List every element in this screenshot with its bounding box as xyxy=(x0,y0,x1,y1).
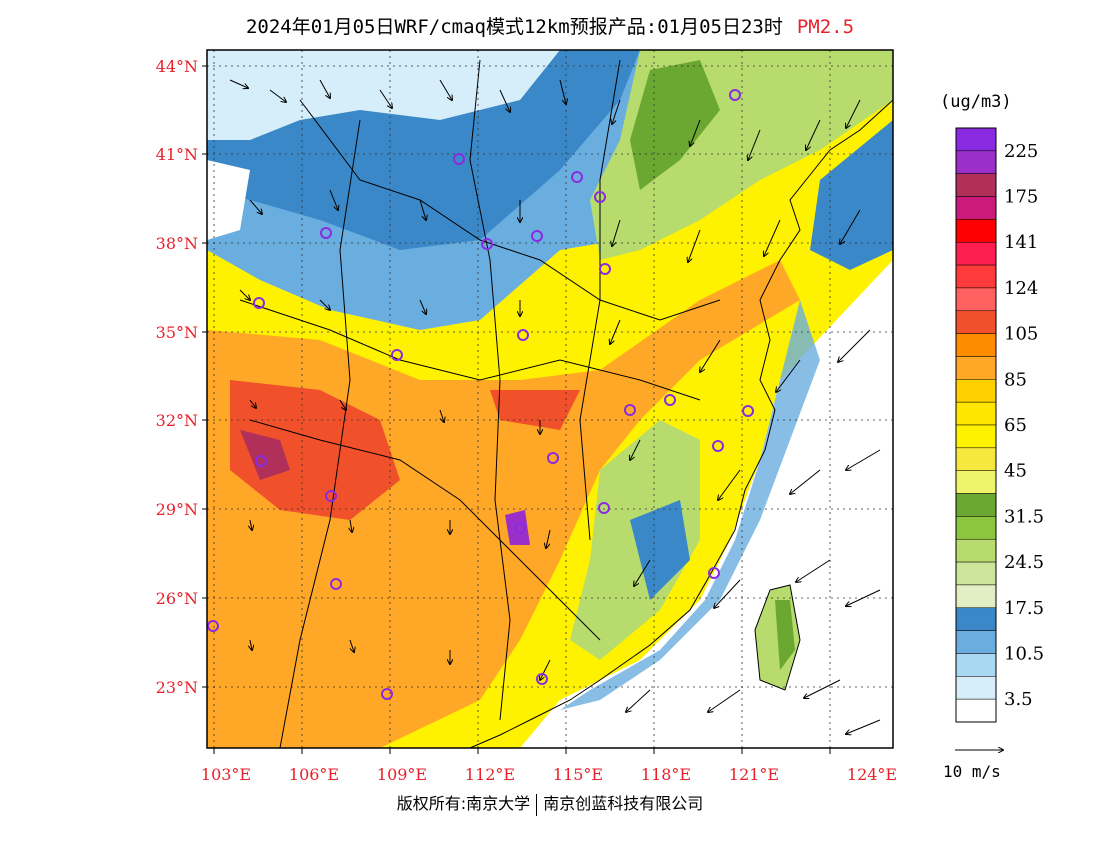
lon-tick-label: 109°E xyxy=(377,765,427,784)
legend-swatch xyxy=(955,173,997,197)
legend-label: 105 xyxy=(1004,324,1038,345)
footer-credits: 版权所有:南京大学 南京创蓝科技有限公司 xyxy=(0,790,1100,816)
lat-tick-label: 41°N xyxy=(156,145,198,164)
legend-swatch xyxy=(955,493,997,517)
legend-label: 24.5 xyxy=(1004,552,1044,573)
legend-swatch xyxy=(955,287,997,312)
legend-swatch xyxy=(955,264,997,289)
lat-tick-label: 32°N xyxy=(156,411,198,430)
lon-tick-label: 106°E xyxy=(289,765,339,784)
legend-swatch xyxy=(955,676,997,700)
concentration-field xyxy=(207,50,893,748)
legend-label: 175 xyxy=(1004,187,1038,208)
boundaries xyxy=(239,59,893,748)
legend-label: 141 xyxy=(1004,232,1038,253)
legend-swatch xyxy=(955,424,997,449)
lat-tick-label: 44°N xyxy=(156,57,198,76)
legend-label: 17.5 xyxy=(1004,598,1044,619)
latitude-labels: 44°N 41°N 38°N 35°N 32°N 29°N 26°N 23°N xyxy=(156,57,198,697)
lon-tick-label: 115°E xyxy=(553,765,603,784)
legend-swatch xyxy=(955,310,997,334)
legend-swatch xyxy=(955,379,997,403)
legend-swatch xyxy=(955,219,997,243)
axis-ticks xyxy=(202,65,831,754)
wind-reference-label: 10 m/s xyxy=(943,762,1001,781)
map-frame xyxy=(206,49,894,749)
company-name: 南京创蓝科技有限公司 xyxy=(543,794,704,813)
pollutant-label: PM2.5 xyxy=(796,16,855,38)
legend-frame xyxy=(955,127,997,723)
lat-tick-label: 26°N xyxy=(156,589,198,608)
legend-label: 3.5 xyxy=(1004,689,1033,710)
legend-swatch xyxy=(955,196,997,220)
lon-tick-label: 112°E xyxy=(465,765,515,784)
legend-label: 85 xyxy=(1004,369,1027,390)
legend-swatch xyxy=(955,401,997,426)
legend-swatch xyxy=(955,630,997,654)
legend-swatch xyxy=(955,653,997,677)
legend-swatch xyxy=(955,241,997,266)
legend-swatch xyxy=(955,538,997,563)
lon-tick-label: 118°E xyxy=(641,765,691,784)
legend-label: 124 xyxy=(1004,278,1038,299)
lon-tick-label: 103°E xyxy=(201,765,251,784)
longitude-labels: 103°E 106°E 109°E 112°E 115°E 118°E 121°… xyxy=(201,765,897,784)
lat-tick-label: 23°N xyxy=(156,678,198,697)
legend-swatch xyxy=(955,607,997,631)
lat-tick-label: 29°N xyxy=(156,500,198,519)
title-main: 2024年01月05日WRF/cmaq模式12km预报产品:01月05日23时 xyxy=(245,16,783,38)
lon-tick-label: 121°E xyxy=(729,765,779,784)
legend-label: 45 xyxy=(1004,461,1027,482)
legend-swatch xyxy=(955,356,997,380)
colorbar-legend: 225 175 141 124 105 85 65 45 31.5 24.5 17.5 10.5 3.5 xyxy=(955,127,1044,723)
footer-separator xyxy=(536,793,538,816)
legend-swatch xyxy=(955,447,997,471)
legend-swatch xyxy=(955,333,997,357)
graticule xyxy=(207,50,893,748)
legend-swatch xyxy=(955,516,997,540)
legend-unit: (ug/m3) xyxy=(940,92,1012,112)
legend-swatch xyxy=(955,150,997,174)
legend-swatch xyxy=(955,127,997,152)
lat-tick-label: 38°N xyxy=(156,234,198,253)
legend-label: 31.5 xyxy=(1004,506,1044,527)
legend-swatch xyxy=(955,698,997,723)
legend-swatch xyxy=(955,584,997,609)
legend-label: 10.5 xyxy=(1004,643,1044,664)
legend-label: 65 xyxy=(1004,415,1027,436)
legend-label: 225 xyxy=(1004,141,1038,162)
wind-vectors xyxy=(229,79,881,734)
lat-tick-label: 35°N xyxy=(156,323,198,342)
map-title: 2024年01月05日WRF/cmaq模式12km预报产品:01月05日23时 P… xyxy=(0,12,1100,39)
copyright-text: 版权所有:南京大学 xyxy=(396,794,531,813)
city-markers xyxy=(207,89,754,700)
lon-tick-label: 124°E xyxy=(847,765,897,784)
legend-swatch xyxy=(955,561,997,586)
legend-swatch xyxy=(955,470,997,494)
